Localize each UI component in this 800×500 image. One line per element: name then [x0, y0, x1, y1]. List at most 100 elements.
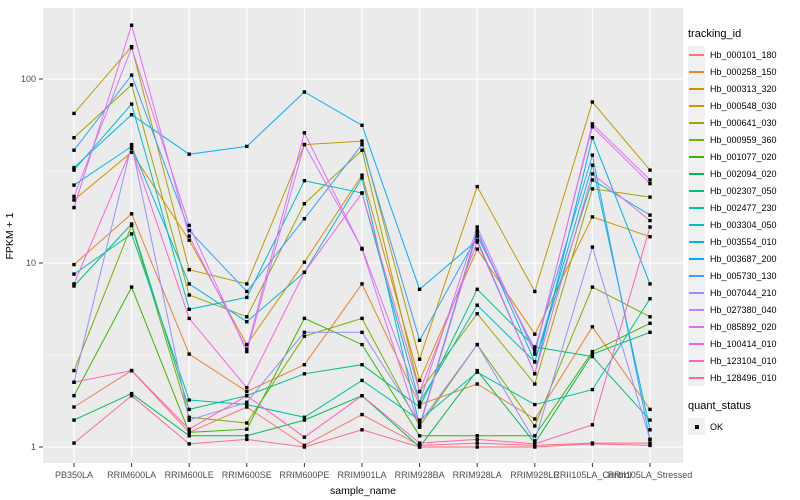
legend-item-Hb_085892_020: Hb_085892_020 — [688, 318, 800, 335]
data-point — [187, 415, 191, 419]
legend-color-line — [689, 308, 704, 311]
legend-item-label: Hb_100414_010 — [710, 338, 777, 349]
legend-color-line — [689, 376, 704, 379]
data-point — [72, 194, 76, 199]
legend-item-label: OK — [710, 421, 724, 432]
data-point — [129, 150, 134, 154]
data-point — [417, 434, 422, 438]
data-point — [302, 270, 307, 274]
data-point — [72, 168, 76, 172]
data-point — [590, 178, 595, 182]
legend-key-swatch — [688, 284, 705, 301]
legend-color-line — [689, 121, 704, 124]
data-point — [245, 386, 249, 390]
data-point — [360, 173, 364, 177]
data-point — [475, 445, 479, 449]
data-point — [417, 418, 422, 422]
data-point — [72, 183, 76, 187]
data-point — [129, 394, 134, 398]
data-point — [360, 142, 364, 147]
data-point — [475, 434, 479, 438]
data-point — [129, 232, 134, 236]
data-point — [245, 389, 249, 394]
legend-item-Hb_000258_150: Hb_000258_150 — [688, 63, 800, 80]
data-point — [417, 400, 422, 404]
data-point — [72, 380, 76, 384]
data-point — [475, 228, 479, 233]
legend-item-Hb_007044_210: Hb_007044_210 — [688, 284, 800, 301]
legend-key-swatch — [688, 233, 705, 250]
data-point — [590, 352, 595, 356]
legend-item-label: Hb_085892_020 — [710, 321, 777, 332]
y-axis-title: FPKM + 1 — [4, 212, 16, 260]
data-point — [590, 125, 595, 129]
data-point — [72, 262, 76, 267]
x-tick-label: RRII105LA_Control — [553, 470, 631, 480]
legend-key-swatch — [688, 46, 705, 63]
legend-color-line — [689, 70, 704, 73]
legend-key-swatch — [688, 80, 705, 97]
data-point — [360, 316, 364, 321]
data-point — [187, 398, 191, 402]
legend-item-label: Hb_003687_200 — [710, 253, 777, 264]
data-point — [302, 142, 307, 147]
data-point — [590, 325, 595, 329]
data-point — [187, 293, 191, 297]
legend-key-swatch — [688, 318, 705, 335]
x-tick-label: RRIM600LE — [165, 470, 214, 480]
data-point — [360, 247, 364, 251]
data-point — [648, 441, 652, 445]
data-point — [245, 394, 249, 398]
legend-item-Hb_005730_130: Hb_005730_130 — [688, 267, 800, 284]
data-point — [533, 345, 537, 349]
legend-item-label: Hb_000548_030 — [710, 100, 777, 111]
data-point — [129, 391, 134, 396]
data-point — [590, 285, 595, 289]
data-point — [129, 46, 134, 50]
data-point — [245, 349, 249, 354]
legend-color-line — [689, 172, 704, 175]
data-point — [302, 334, 307, 338]
data-point — [245, 427, 249, 431]
legend-item-Hb_003687_200: Hb_003687_200 — [688, 250, 800, 267]
data-point — [417, 402, 422, 407]
data-point — [533, 445, 537, 449]
data-point — [417, 287, 422, 291]
data-point — [245, 402, 249, 407]
x-axis-title: sample_name — [330, 485, 396, 497]
data-point — [129, 144, 134, 149]
x-tick-label: RRIM600SE — [222, 470, 272, 480]
legend-item-Hb_002307_050: Hb_002307_050 — [688, 182, 800, 199]
data-point — [187, 152, 191, 156]
legend-title-tracking-id: tracking_id — [688, 28, 742, 40]
data-point — [245, 289, 249, 294]
legend-key-swatch — [688, 97, 705, 114]
data-point — [187, 223, 191, 228]
data-point — [187, 427, 191, 431]
y-tick-label: 1 — [31, 442, 36, 452]
data-point — [187, 442, 191, 446]
black-square-point-icon — [694, 424, 699, 429]
x-tick-label: RRIM901LA — [337, 470, 386, 480]
data-point — [417, 441, 422, 445]
data-point — [302, 418, 307, 422]
data-point — [302, 202, 307, 206]
x-tick-label: PB350LA — [55, 470, 93, 480]
data-point — [417, 425, 422, 429]
data-point — [302, 316, 307, 321]
data-point — [533, 360, 537, 364]
legend-item-label: Hb_001077_020 — [710, 151, 777, 162]
data-point — [475, 287, 479, 291]
legend-item-Hb_100414_010: Hb_100414_010 — [688, 335, 800, 352]
legend-key-swatch — [688, 418, 705, 435]
legend-color-line — [689, 257, 704, 260]
data-point — [72, 148, 76, 152]
data-point — [590, 387, 595, 392]
data-point — [72, 284, 76, 288]
legend-item-Hb_003554_010: Hb_003554_010 — [688, 233, 800, 250]
data-point — [129, 368, 134, 373]
data-point — [302, 260, 307, 264]
legend-key-swatch — [688, 352, 705, 369]
legend-key-swatch — [688, 369, 705, 386]
legend-item-Hb_002094_020: Hb_002094_020 — [688, 165, 800, 182]
